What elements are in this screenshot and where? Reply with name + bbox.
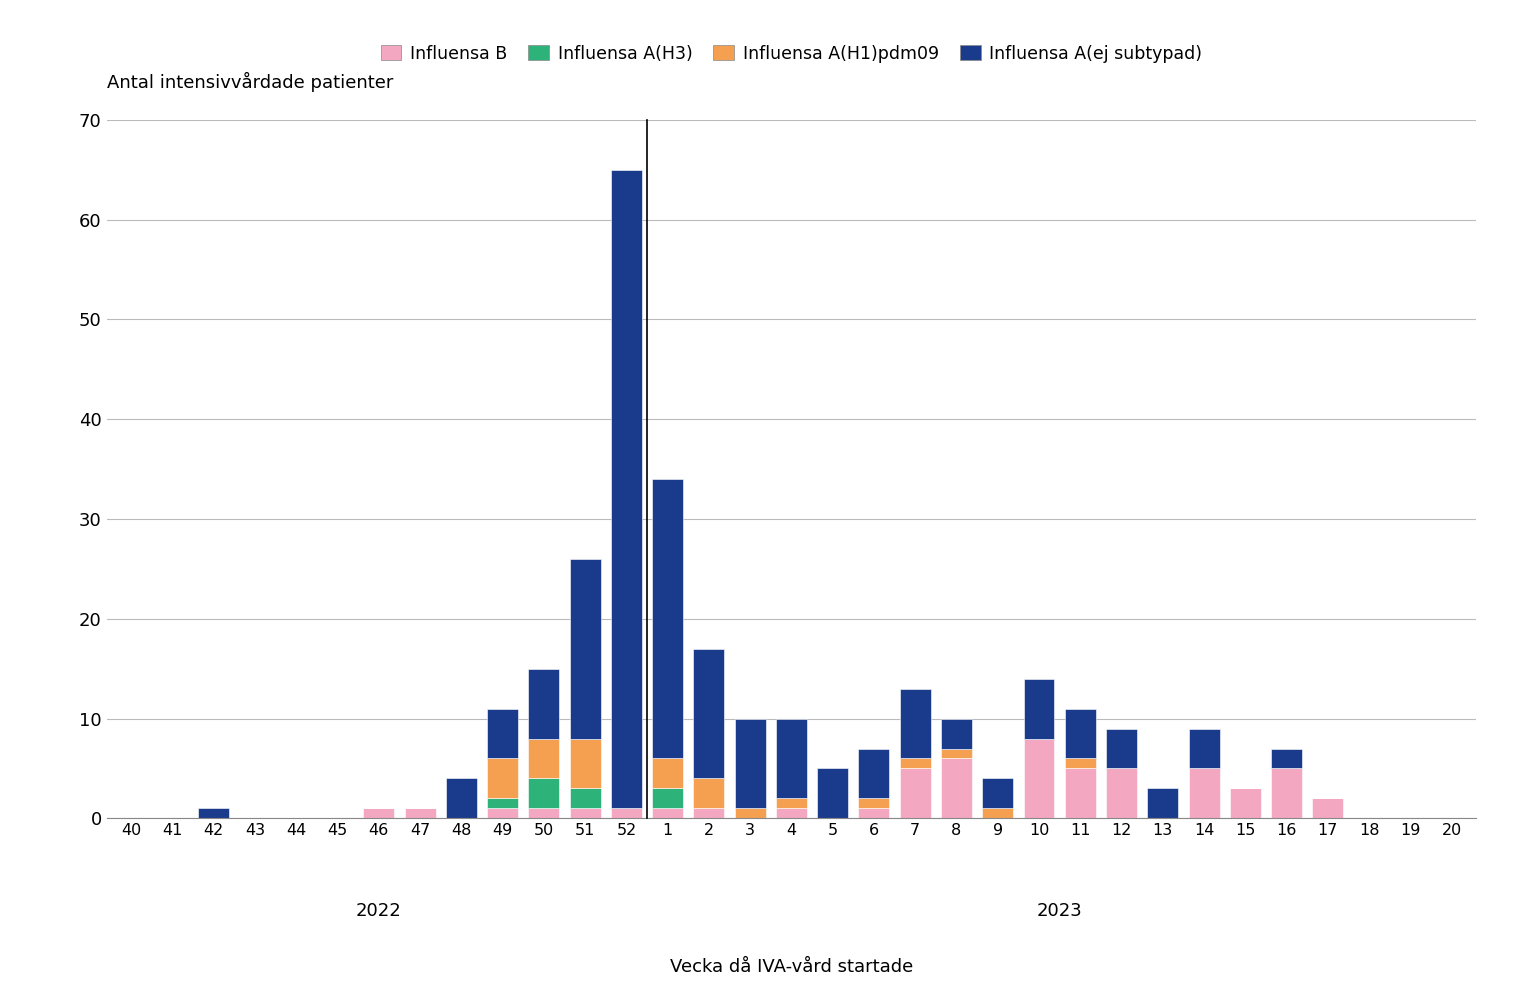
Bar xyxy=(858,798,889,808)
Bar xyxy=(982,808,1014,818)
Bar xyxy=(610,808,642,818)
Bar xyxy=(487,808,517,818)
Bar xyxy=(1148,788,1178,818)
Bar xyxy=(1065,709,1096,758)
Bar xyxy=(569,739,601,788)
Bar xyxy=(528,669,560,739)
Bar xyxy=(941,758,973,818)
Bar xyxy=(982,778,1014,808)
Bar xyxy=(528,808,560,818)
Bar xyxy=(569,788,601,808)
Bar xyxy=(694,649,724,778)
Bar xyxy=(528,778,560,808)
Bar xyxy=(487,709,517,758)
Bar xyxy=(653,479,683,758)
Text: Antal intensivvårdade patienter: Antal intensivvårdade patienter xyxy=(107,72,393,92)
Bar xyxy=(694,778,724,808)
Bar xyxy=(900,689,930,758)
Bar xyxy=(858,748,889,798)
Bar xyxy=(900,768,930,818)
Text: 2023: 2023 xyxy=(1036,902,1082,920)
Bar xyxy=(941,748,973,758)
Text: 2022: 2022 xyxy=(356,902,402,920)
Bar xyxy=(1065,758,1096,768)
Legend: Influensa B, Influensa A(H3), Influensa A(H1)pdm09, Influensa A(ej subtypad): Influensa B, Influensa A(H3), Influensa … xyxy=(374,38,1208,70)
Bar xyxy=(735,808,766,818)
Bar xyxy=(900,758,930,768)
Bar xyxy=(653,758,683,788)
Bar xyxy=(198,808,230,818)
Bar xyxy=(817,768,848,818)
Bar xyxy=(858,808,889,818)
Bar xyxy=(528,739,560,778)
Bar xyxy=(735,719,766,808)
Bar xyxy=(1106,768,1137,818)
Bar xyxy=(776,808,807,818)
Bar xyxy=(1106,729,1137,768)
Bar xyxy=(941,719,973,748)
Bar xyxy=(776,719,807,798)
Bar xyxy=(1023,739,1055,818)
Bar xyxy=(1271,768,1301,818)
Bar xyxy=(405,808,435,818)
Bar xyxy=(610,170,642,808)
Bar xyxy=(364,808,394,818)
Bar xyxy=(694,808,724,818)
Bar xyxy=(653,808,683,818)
Bar xyxy=(1189,729,1219,768)
Bar xyxy=(1271,748,1301,768)
Bar xyxy=(1023,679,1055,739)
Bar xyxy=(1065,768,1096,818)
Text: Vecka då IVA-vård startade: Vecka då IVA-vård startade xyxy=(670,958,913,976)
Bar xyxy=(569,559,601,739)
Bar xyxy=(446,778,476,818)
Bar xyxy=(1312,798,1344,818)
Bar xyxy=(487,758,517,798)
Bar xyxy=(1230,788,1260,818)
Bar xyxy=(1189,768,1219,818)
Bar xyxy=(653,788,683,808)
Bar xyxy=(569,808,601,818)
Bar xyxy=(487,798,517,808)
Bar xyxy=(776,798,807,808)
